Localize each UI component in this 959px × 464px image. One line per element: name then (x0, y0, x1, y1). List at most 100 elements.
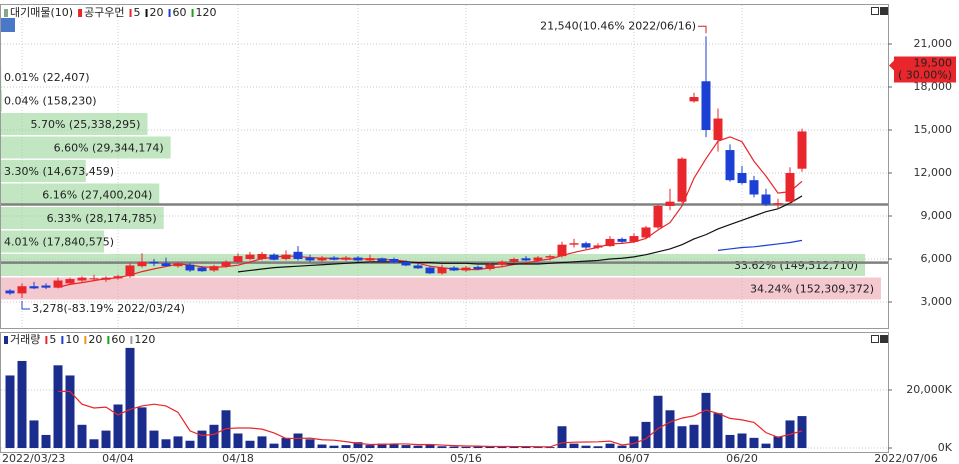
price-panel-frame (0, 4, 889, 329)
volume-bar (713, 413, 723, 448)
volume-bar (761, 443, 771, 448)
volume-ma-line (58, 390, 803, 448)
close-button[interactable] (880, 335, 888, 343)
y-tick-label: 18,000 (914, 80, 953, 93)
legend-swatch (107, 336, 110, 344)
volume-bar (677, 426, 687, 448)
volume-bar (425, 444, 435, 448)
candle-body (713, 118, 723, 141)
profile-label: 4.01% (17,840,575) (4, 236, 114, 249)
volume-bar (185, 440, 195, 448)
candle-body (593, 245, 603, 248)
y-tick-label: 15,000 (914, 123, 953, 136)
volume-bar (617, 445, 627, 448)
volume-bar (149, 430, 159, 448)
profile-bar (1, 277, 881, 300)
panel-buttons[interactable] (871, 7, 888, 343)
profile-label: 6.33% (28,174,785) (47, 212, 157, 225)
x-tick-label: 06/20 (726, 452, 758, 464)
x-tick-label: 06/07 (618, 452, 650, 464)
profile-bar (1, 113, 148, 135)
candle-body (521, 258, 531, 261)
profile-bar (1, 89, 3, 112)
y-tick-label: 12,000 (914, 166, 953, 179)
legend-label: 60 (173, 6, 187, 19)
volume-bar (53, 365, 63, 448)
y-tick-label: 6,000 (921, 252, 953, 265)
annotation-arrow (698, 25, 707, 34)
profile-label: 0.01% (22,407) (4, 71, 90, 84)
y-tick-label: 0K (938, 441, 953, 454)
minimize-button[interactable] (871, 335, 879, 343)
volume-bar (653, 395, 663, 448)
candle-body (725, 150, 735, 181)
profile-bar (1, 230, 105, 253)
volume-bar (341, 445, 351, 448)
candle-body (677, 158, 687, 202)
candle-body (761, 194, 771, 205)
volume-bar (605, 443, 615, 448)
y-tick-label: 9,000 (921, 209, 953, 222)
legend-label: 공구우먼 (84, 6, 124, 19)
volume-bar (305, 439, 315, 448)
volume-bar (437, 446, 447, 448)
volume-bar (737, 433, 747, 448)
toggle-button[interactable] (1, 18, 15, 32)
legend-swatch (4, 9, 8, 17)
profile-label: 0.04% (158,230) (4, 95, 97, 108)
volume-bar (161, 439, 171, 448)
candle-body (41, 285, 51, 288)
candle-body (737, 172, 747, 184)
volume-bar (401, 445, 411, 448)
volume-bar (89, 439, 99, 448)
candle-body (281, 254, 291, 259)
volume-bar (797, 416, 807, 448)
candle-body (749, 180, 759, 195)
candle-body (797, 131, 807, 169)
candle-body (413, 265, 423, 269)
volume-bar (77, 424, 87, 448)
candle-body (509, 258, 519, 262)
legend-swatch (4, 336, 8, 344)
volume-bar (125, 347, 135, 448)
legend-swatch (78, 9, 83, 17)
profile-label: 6.60% (29,344,174) (54, 142, 164, 155)
candle-body (545, 256, 555, 258)
minimize-button[interactable] (871, 7, 879, 15)
legend-label: 거래량 (10, 333, 40, 346)
close-button[interactable] (880, 7, 888, 15)
profile-label: 34.24% (152,309,372) (750, 283, 874, 296)
volume-bar (17, 360, 27, 448)
legend-swatch (168, 9, 171, 17)
volume-bar (701, 392, 711, 448)
legend-swatch (191, 9, 194, 17)
y-tick-label: 3,000 (921, 295, 953, 308)
x-tick-label: 05/16 (450, 452, 482, 464)
candle-body (605, 238, 615, 247)
candle-body (101, 277, 111, 280)
candle-body (245, 254, 255, 259)
low-annotation: 3,278(-83.19% 2022/03/24) (32, 302, 185, 315)
candle-body (125, 265, 135, 277)
volume-bar (413, 445, 423, 448)
legend-label: 5 (49, 333, 56, 346)
legend-label: 10 (65, 333, 79, 346)
volume-bar (5, 375, 15, 448)
x-end-label: 2022/07/06 (874, 452, 937, 464)
profile-label: 5.70% (25,338,295) (30, 118, 140, 131)
annotation-arrow (21, 301, 30, 310)
volume-bar (725, 434, 735, 448)
volume-bar (689, 424, 699, 448)
profile-bar (1, 254, 866, 276)
volume-bar (281, 437, 291, 448)
candle-body (497, 261, 507, 265)
candle-body (377, 258, 387, 262)
volume-bar (113, 404, 123, 448)
profile-label: 3.30% (14,673,459) (4, 165, 114, 178)
legend-swatch (130, 336, 133, 344)
candle-body (473, 266, 483, 270)
candle-body (209, 266, 219, 271)
y-tick-label: 20,000K (906, 383, 952, 396)
candle-body (269, 254, 279, 260)
volume-bar (641, 421, 651, 448)
